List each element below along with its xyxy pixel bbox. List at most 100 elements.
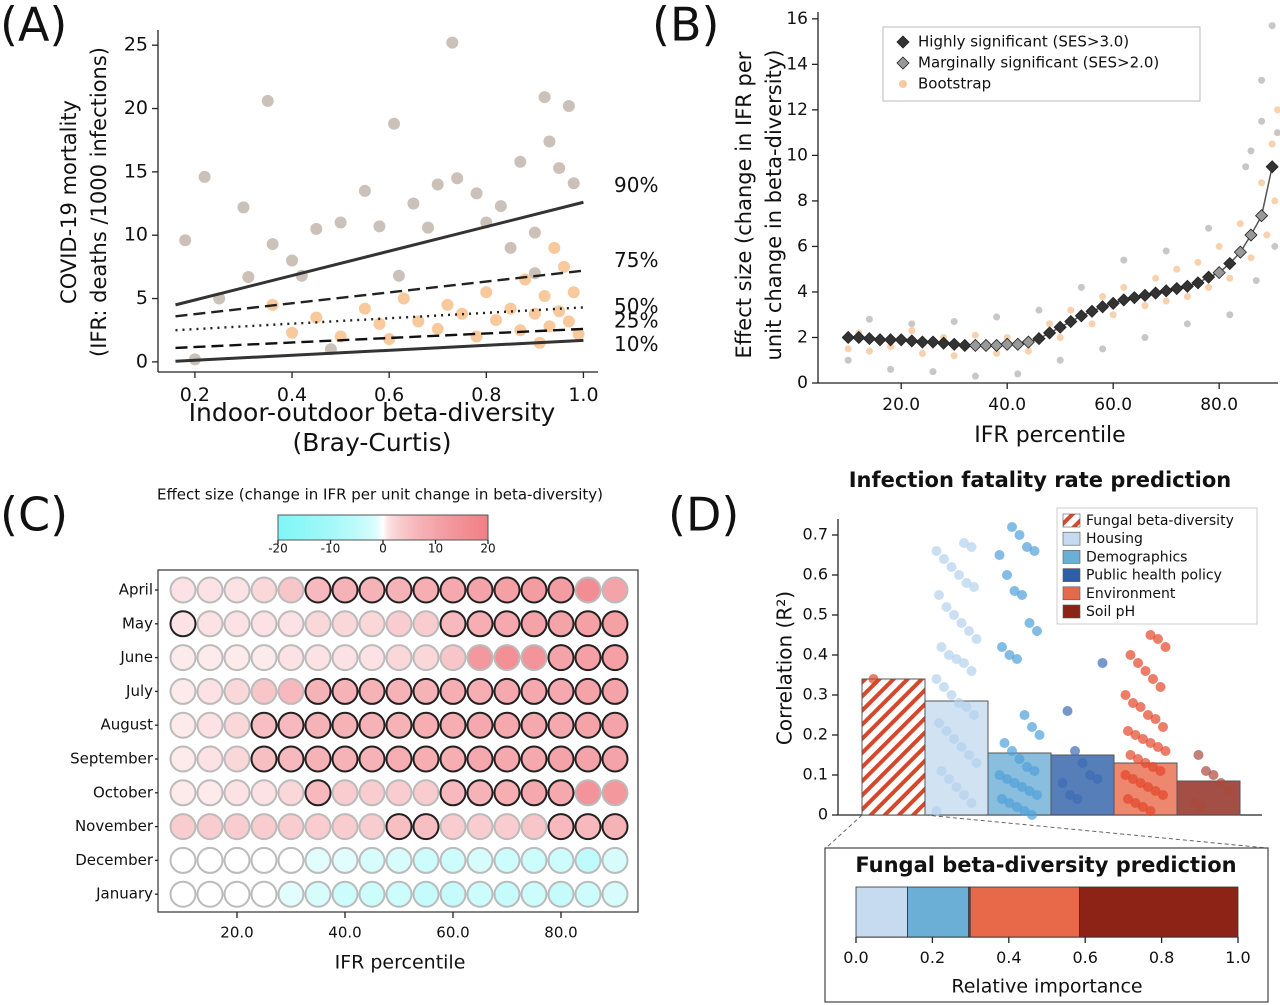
scatter-point xyxy=(494,200,507,213)
model-point xyxy=(1065,790,1075,800)
plot-frame xyxy=(157,569,639,913)
legend-marker xyxy=(899,80,907,88)
y-tick-label: 15 xyxy=(124,160,148,182)
legend-label: Bootstrap xyxy=(918,75,991,93)
effect-cell xyxy=(493,644,521,672)
effect-cell xyxy=(277,711,305,739)
effect-cell xyxy=(493,711,521,739)
effect-cell xyxy=(493,677,521,705)
effect-cell xyxy=(250,576,278,604)
model-point xyxy=(959,538,969,548)
bootstrap-point xyxy=(1141,302,1149,310)
significance-marker xyxy=(884,333,898,347)
model-point xyxy=(1188,798,1199,808)
model-point xyxy=(964,626,974,636)
significance-marker xyxy=(1255,209,1269,223)
model-point xyxy=(1062,706,1073,716)
model-point xyxy=(956,618,967,628)
effect-cell xyxy=(520,880,548,908)
y-tick-label: 0.1 xyxy=(803,765,828,784)
effect-cell xyxy=(169,711,197,739)
scatter-point xyxy=(514,155,527,168)
effect-cell xyxy=(304,576,332,604)
legend-marker xyxy=(896,35,910,49)
effect-cell xyxy=(358,813,386,841)
model-point xyxy=(951,654,962,664)
bootstrap-point xyxy=(1162,297,1170,305)
x-tick-label: 40.0 xyxy=(328,924,361,942)
legend-label: Demographics xyxy=(1086,549,1187,565)
model-point xyxy=(1017,782,1027,792)
scatter-point xyxy=(431,178,444,191)
model-point xyxy=(969,582,979,592)
significance-marker xyxy=(990,338,1004,353)
effect-cell xyxy=(304,813,332,841)
bootstrap-point xyxy=(971,372,979,380)
x-tick-label: 60.0 xyxy=(1094,395,1132,415)
importance-segment xyxy=(969,886,1080,938)
bootstrap-point xyxy=(1271,242,1279,250)
x-tick-label: 80.0 xyxy=(544,924,577,942)
model-point xyxy=(1009,586,1020,596)
effect-cell xyxy=(412,711,440,739)
model-point xyxy=(1012,654,1022,664)
scatter-point xyxy=(242,271,255,283)
scatter-point xyxy=(446,36,459,49)
effect-cell xyxy=(493,576,521,604)
effect-cell xyxy=(358,677,386,705)
model-point xyxy=(1135,778,1146,788)
bootstrap-point xyxy=(844,345,852,353)
y-tick-label: 0.7 xyxy=(803,525,828,544)
bar xyxy=(861,678,926,816)
model-point xyxy=(1148,762,1158,772)
effect-cell xyxy=(196,677,224,705)
effect-cell xyxy=(331,779,359,807)
effect-cell xyxy=(331,644,359,672)
effect-cell xyxy=(277,644,305,672)
effect-cell xyxy=(601,677,629,705)
scatter-point xyxy=(383,333,396,346)
effect-cell xyxy=(601,711,629,739)
model-point xyxy=(1123,726,1133,736)
effect-cell xyxy=(277,846,305,874)
quantile-line xyxy=(175,200,584,307)
effect-cell xyxy=(547,813,575,841)
significance-marker xyxy=(1053,320,1067,334)
effect-cell xyxy=(250,644,278,672)
effect-cell xyxy=(520,677,548,705)
x-axis-label: (Bray-Curtis) xyxy=(293,428,452,457)
effect-cell xyxy=(412,779,440,807)
model-point xyxy=(1032,626,1042,636)
scatter-point xyxy=(358,302,371,315)
scatter-point xyxy=(548,241,561,254)
model-point xyxy=(1196,802,1206,812)
x-tick-label: 80.0 xyxy=(1200,395,1238,415)
bootstrap-point xyxy=(993,313,1001,321)
effect-cell xyxy=(466,576,494,604)
bootstrap-point xyxy=(1056,356,1064,364)
legend-label: Highly significant (SES>3.0) xyxy=(918,33,1129,51)
model-point xyxy=(1223,786,1234,796)
effect-cell xyxy=(277,576,305,604)
significance-marker xyxy=(1127,291,1141,305)
model-point xyxy=(971,758,982,768)
bootstrap-point xyxy=(1109,311,1117,319)
row-label: June xyxy=(119,648,153,666)
model-point xyxy=(1216,778,1226,788)
model-point xyxy=(1014,754,1025,764)
legend-swatch xyxy=(1062,604,1081,619)
model-point xyxy=(1027,722,1037,732)
bootstrap-point xyxy=(971,331,979,339)
effect-cell xyxy=(547,779,575,807)
effect-cell xyxy=(412,576,440,604)
effect-cell xyxy=(466,779,494,807)
bootstrap-point xyxy=(1046,320,1054,328)
model-point xyxy=(954,570,964,580)
significance-marker xyxy=(1021,335,1035,349)
model-point xyxy=(1019,806,1030,816)
scatter-point xyxy=(504,302,517,315)
effect-cell xyxy=(439,846,467,874)
bootstrap-point xyxy=(929,368,937,376)
bootstrap-point xyxy=(1258,76,1266,84)
significance-marker xyxy=(1085,304,1099,318)
